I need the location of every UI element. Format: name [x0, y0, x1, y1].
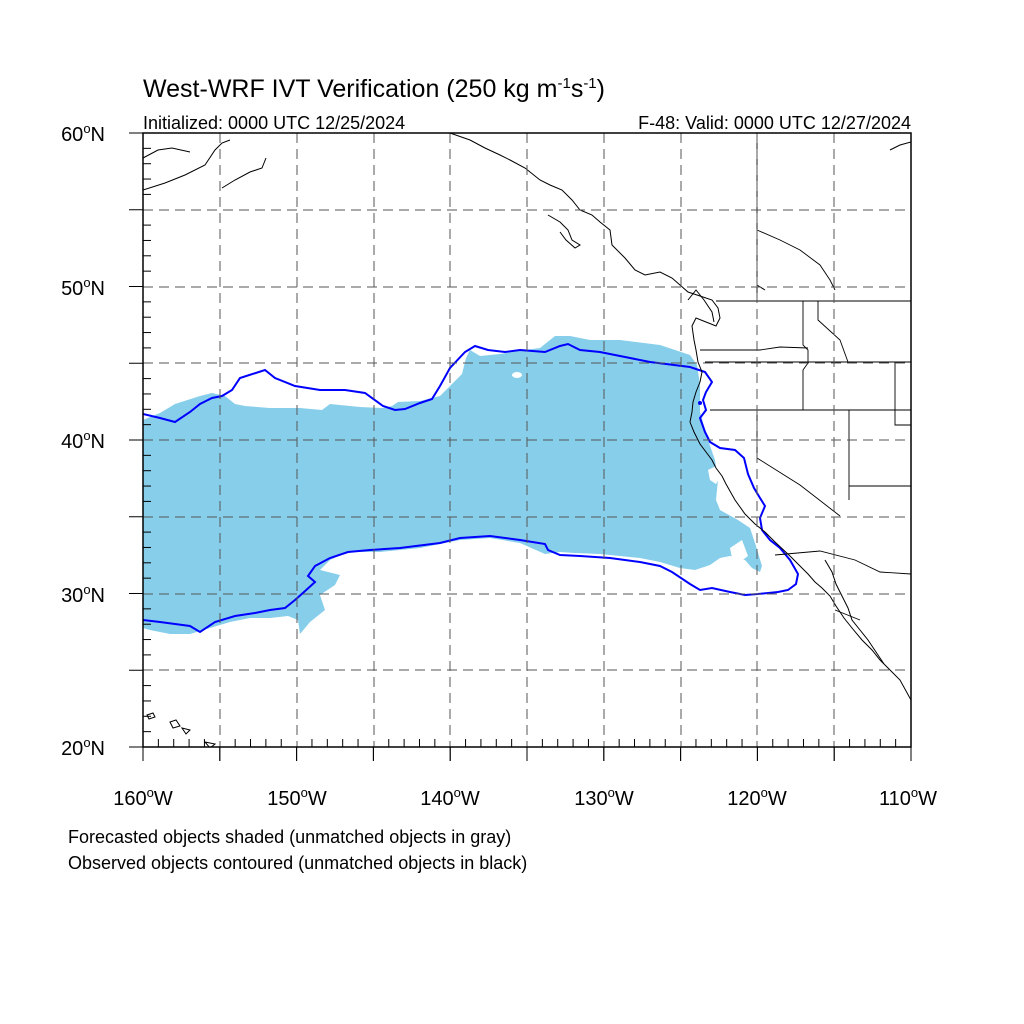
political-borders [700, 133, 911, 621]
lat-label-60: 60oN [61, 121, 105, 146]
legend-forecast-note: Forecasted objects shaded (unmatched obj… [68, 827, 511, 847]
lon-label-160w: 160oW [113, 785, 173, 810]
lon-label-130w: 130oW [574, 785, 634, 810]
valid-time: F-48: Valid: 0000 UTC 12/27/2024 [638, 113, 911, 133]
lon-label-120w: 120oW [727, 785, 787, 810]
latitude-labels: 60oN 50oN 40oN 30oN 20oN [61, 121, 105, 760]
hawaii-islands [146, 712, 217, 747]
graticule [143, 133, 911, 747]
lat-label-30: 30oN [61, 582, 105, 607]
legend-observed-note: Observed objects contoured (unmatched ob… [68, 853, 527, 873]
map-title: West-WRF IVT Verification (250 kg m-1s-1… [143, 75, 605, 103]
lon-label-110w: 110oW [879, 785, 937, 810]
lat-label-20: 20oN [61, 735, 105, 760]
longitude-labels: 160oW 150oW 140oW 130oW 120oW 110oW [113, 785, 937, 810]
lon-label-140w: 140oW [420, 785, 480, 810]
init-time: Initialized: 0000 UTC 12/25/2024 [143, 113, 405, 133]
lon-label-150w: 150oW [267, 785, 327, 810]
forecast-object [143, 336, 762, 634]
lat-label-40: 40oN [61, 428, 105, 453]
lat-label-50: 50oN [61, 275, 105, 300]
map-area [143, 133, 911, 747]
tick-marks [129, 132, 912, 761]
